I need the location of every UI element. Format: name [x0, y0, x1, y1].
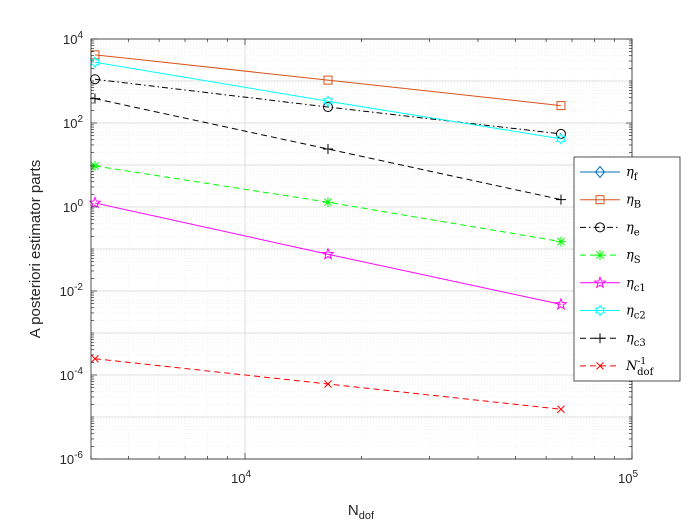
- legend-label: ηc3: [626, 331, 646, 349]
- y-tick-label-exp: -6: [74, 450, 83, 461]
- data-point: [555, 236, 566, 247]
- data-point: [324, 380, 332, 388]
- legend-label-sub: c3: [634, 338, 646, 349]
- grid: [90, 38, 633, 460]
- y-tick-label: 10-6: [60, 450, 84, 467]
- legend-entry: ηB: [580, 193, 641, 211]
- y-tick-label-exp: 2: [77, 114, 83, 125]
- y-tick-label-base: 10: [63, 200, 77, 215]
- data-point: [322, 102, 333, 113]
- legend-label-sup: -1: [637, 357, 646, 367]
- y-tick-label-exp: 0: [77, 198, 83, 209]
- x-axis-title: Ndof: [348, 502, 375, 522]
- data-point: [321, 247, 335, 260]
- series-7: [91, 354, 565, 414]
- data-point: [555, 132, 567, 145]
- legend-marker: [593, 275, 607, 289]
- y-tick-label-base: 10: [60, 284, 74, 299]
- x-axis-title-base: N: [348, 502, 359, 519]
- series-layer: [88, 50, 568, 414]
- y-tick-label: 104: [63, 30, 83, 47]
- legend-marker: [595, 333, 605, 344]
- y-tick-label-base: 10: [63, 116, 77, 131]
- x-axis-title-sub: dof: [359, 510, 375, 522]
- legend-entry: ηS: [580, 248, 641, 266]
- legend-label: ηB: [626, 193, 641, 211]
- data-point: [89, 93, 100, 104]
- data-point: [89, 160, 100, 171]
- x-tick-label-exp: 4: [245, 469, 251, 480]
- data-point: [91, 354, 99, 363]
- y-tick-label-base: 10: [63, 32, 77, 47]
- legend-label-sub: f: [634, 172, 639, 183]
- series-3: [89, 160, 566, 247]
- data-point: [89, 74, 100, 85]
- legend-label-sub: dof: [637, 367, 654, 378]
- y-tick-label-exp: 4: [77, 30, 83, 41]
- legend-label-sub: B: [634, 200, 641, 211]
- legend-marker: [594, 304, 606, 317]
- legend-label: ηS: [626, 248, 641, 266]
- y-tick-label: 100: [63, 198, 83, 215]
- series-line: [94, 202, 562, 305]
- y-tick-label: 10-4: [60, 366, 84, 383]
- data-point: [322, 144, 333, 155]
- y-tick-label-exp: -4: [74, 366, 83, 377]
- y-tick-label-exp: -2: [74, 282, 83, 293]
- legend-marker: [595, 195, 605, 205]
- legend-label: ηc2: [626, 304, 646, 322]
- legend-label-base: η: [626, 331, 634, 346]
- legend-label-base: η: [626, 304, 634, 319]
- legend-entry: ηc1: [580, 276, 646, 294]
- y-tick-label-base: 10: [60, 452, 74, 467]
- data-point: [555, 194, 566, 205]
- x-tick-label: 105: [618, 469, 638, 486]
- data-point: [323, 75, 333, 85]
- series-6: [89, 93, 566, 205]
- y-tick-label-base: 10: [60, 368, 74, 383]
- series-line: [94, 54, 562, 107]
- legend-label: ηc1: [626, 276, 646, 294]
- legend-label: ηe: [626, 220, 640, 238]
- legend-label-sub: e: [634, 227, 640, 238]
- legend-marker: [595, 250, 605, 261]
- legend-label-sub: S: [634, 255, 641, 266]
- legend-entry: ηe: [580, 220, 640, 238]
- legend-label-base: η: [626, 193, 634, 208]
- legend-label-sub: c2: [634, 311, 646, 322]
- legend-entry: ηc3: [580, 331, 646, 349]
- legend-label-base: η: [626, 248, 634, 263]
- data-point: [322, 95, 334, 108]
- series-line: [94, 61, 562, 140]
- legend-entry: ηf: [580, 165, 639, 183]
- y-tick-label: 10-2: [60, 282, 84, 299]
- y-axis-title: A posteriori estimator parts: [27, 160, 44, 338]
- legend-entry: ηc2: [580, 304, 646, 322]
- x-tick-label-base: 10: [618, 471, 632, 486]
- legend-label-base: η: [626, 276, 634, 291]
- legend-label-base: η: [626, 220, 634, 235]
- legend-marker: [594, 165, 606, 179]
- legend-marker: [595, 222, 605, 233]
- x-tick-label: 104: [231, 469, 251, 486]
- data-point: [556, 101, 566, 111]
- data-point: [557, 405, 565, 414]
- data-point: [322, 197, 333, 208]
- legend-marker: [596, 362, 604, 370]
- y-tick-label: 102: [63, 114, 83, 131]
- x-tick-label-base: 10: [231, 471, 245, 486]
- legend-label-base: η: [626, 165, 634, 180]
- legend-entry: N-1 dof: [580, 357, 655, 378]
- legend-label: ηf: [626, 165, 639, 183]
- legend-label-base: N: [625, 359, 638, 374]
- legend-label-sub: c1: [634, 283, 646, 294]
- x-tick-label-exp: 5: [632, 469, 638, 480]
- data-point: [554, 297, 568, 311]
- legend-box: [573, 156, 681, 382]
- legend-label: N-1 dof: [625, 357, 655, 378]
